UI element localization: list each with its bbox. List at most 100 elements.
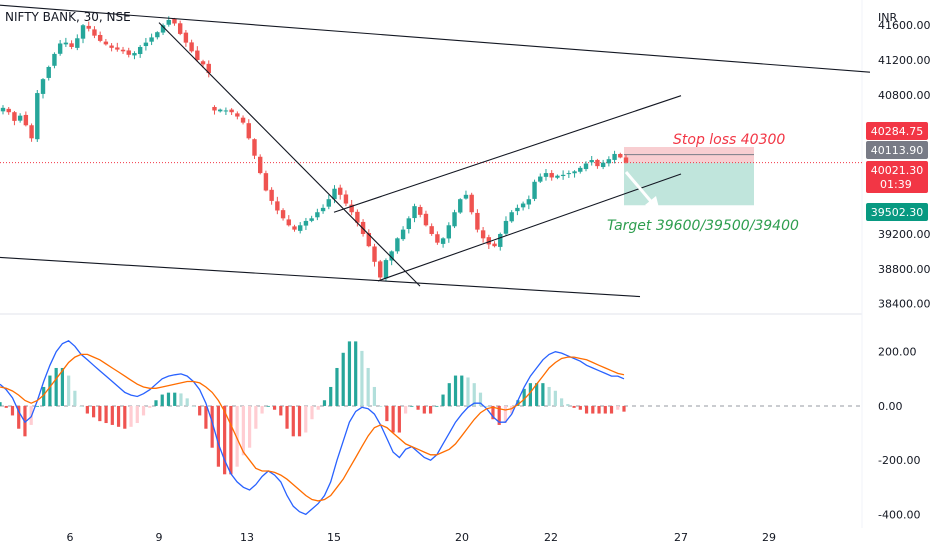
candle bbox=[120, 46, 126, 54]
price-candles bbox=[0, 16, 629, 282]
price-tick-label: 39200.00 bbox=[878, 228, 931, 241]
histogram-bar bbox=[441, 394, 445, 406]
histogram-bar bbox=[497, 405, 501, 425]
price-tick-label: 41200.00 bbox=[878, 54, 931, 67]
histogram-bar bbox=[42, 386, 46, 406]
candle bbox=[526, 195, 532, 210]
histogram-bar bbox=[135, 405, 139, 424]
histogram-bar bbox=[472, 383, 476, 406]
candle bbox=[109, 43, 114, 52]
candle bbox=[503, 216, 509, 236]
candle bbox=[12, 111, 17, 126]
candle bbox=[372, 243, 377, 267]
candle bbox=[543, 168, 549, 181]
candle bbox=[612, 150, 617, 164]
price-badge-entry-value: 40113.90 bbox=[871, 144, 924, 157]
signal-line bbox=[0, 353, 625, 502]
trend-line bbox=[333, 95, 682, 213]
histogram-bar bbox=[572, 405, 576, 408]
macd-tick-label: 200.00 bbox=[878, 346, 917, 359]
histogram-bar bbox=[553, 390, 557, 406]
candle bbox=[258, 154, 263, 175]
candle bbox=[429, 223, 434, 236]
macd-line bbox=[0, 340, 625, 516]
macd-histogram bbox=[0, 341, 626, 475]
trend-lines[interactable] bbox=[0, 4, 871, 298]
price-tick-label: 40800.00 bbox=[878, 89, 931, 102]
target-zone bbox=[624, 162, 754, 206]
candle bbox=[143, 37, 149, 51]
candle bbox=[280, 208, 286, 221]
histogram-bar bbox=[60, 367, 64, 406]
candle bbox=[600, 159, 606, 170]
histogram-bar bbox=[179, 393, 183, 406]
candle bbox=[538, 173, 543, 183]
candle bbox=[69, 40, 74, 50]
candle bbox=[52, 52, 57, 69]
histogram-bar bbox=[410, 405, 414, 407]
histogram-bar bbox=[173, 392, 177, 406]
histogram-bar bbox=[560, 398, 564, 406]
time-tick-label: 22 bbox=[544, 531, 558, 544]
histogram-bar bbox=[260, 405, 264, 414]
candle bbox=[618, 152, 623, 159]
price-axis[interactable]: 41600.00 41200.00 40800.00 39200.00 38800.00… bbox=[878, 19, 931, 310]
histogram-bar bbox=[223, 405, 227, 475]
candle bbox=[172, 17, 177, 26]
histogram-bar bbox=[110, 405, 114, 425]
candle bbox=[63, 37, 69, 47]
macd-axis[interactable]: 200.00 0.00 -200.00 -400.00 bbox=[878, 346, 920, 522]
histogram-bar bbox=[4, 405, 8, 408]
price-badge-target-value: 39502.30 bbox=[871, 206, 924, 219]
candle bbox=[80, 24, 86, 44]
histogram-bar bbox=[516, 400, 520, 406]
price-tick-label: 41600.00 bbox=[878, 19, 931, 32]
histogram-bar bbox=[541, 383, 545, 406]
stop-loss-annotation: Stop loss 40300 bbox=[673, 132, 785, 148]
histogram-bar bbox=[453, 375, 458, 406]
candle bbox=[217, 108, 223, 113]
candle bbox=[235, 111, 240, 120]
time-tick-label: 15 bbox=[327, 531, 341, 544]
candle bbox=[578, 166, 583, 174]
candle bbox=[446, 222, 452, 243]
candle bbox=[17, 113, 23, 123]
histogram-bar bbox=[535, 383, 539, 406]
histogram-bar bbox=[272, 405, 277, 410]
histogram-bar bbox=[254, 405, 258, 429]
candle bbox=[418, 204, 423, 218]
time-tick-label: 13 bbox=[240, 531, 254, 544]
down-arrow-icon bbox=[624, 171, 660, 212]
time-axis[interactable]: 6 9 13 15 20 22 27 29 bbox=[67, 531, 777, 544]
trend-line bbox=[158, 22, 421, 287]
candle bbox=[412, 203, 417, 223]
histogram-bar bbox=[35, 405, 40, 407]
histogram-bar bbox=[416, 405, 420, 410]
candle bbox=[183, 29, 189, 47]
macd-tick-label: -200.00 bbox=[878, 454, 920, 467]
histogram-bar bbox=[341, 352, 345, 406]
histogram-bar bbox=[198, 405, 202, 416]
candle bbox=[263, 170, 269, 192]
histogram-bar bbox=[460, 375, 464, 406]
time-tick-label: 20 bbox=[455, 531, 469, 544]
trend-line bbox=[377, 173, 682, 282]
candle bbox=[0, 105, 6, 115]
candle bbox=[75, 34, 80, 51]
candle bbox=[435, 231, 440, 245]
candle bbox=[155, 31, 160, 40]
histogram-bar bbox=[123, 405, 127, 429]
histogram-bar bbox=[366, 367, 370, 406]
price-tick-label: 38800.00 bbox=[878, 263, 931, 276]
candle bbox=[309, 215, 314, 223]
histogram-bar bbox=[148, 405, 152, 408]
candle bbox=[560, 170, 566, 180]
histogram-bar bbox=[391, 405, 395, 433]
histogram-bar bbox=[372, 386, 376, 406]
histogram-bar bbox=[322, 400, 327, 406]
histogram-bar bbox=[447, 383, 451, 406]
candle bbox=[566, 170, 572, 178]
trend-line bbox=[0, 4, 871, 73]
candle bbox=[29, 123, 34, 142]
